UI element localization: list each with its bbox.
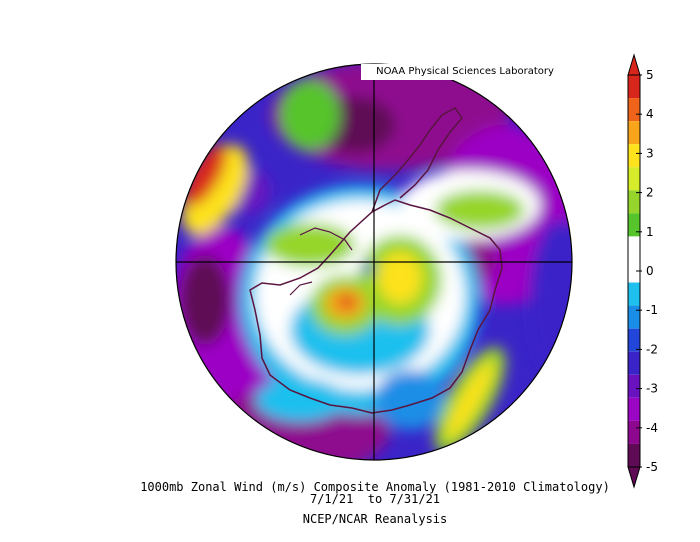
colorbar-tick-label: 2 bbox=[646, 186, 654, 200]
colorbar-segment bbox=[628, 75, 640, 99]
colorbar-tick-label: 0 bbox=[646, 264, 654, 278]
colorbar-tick-label: -1 bbox=[646, 303, 658, 317]
colorbar-tick-label: -4 bbox=[646, 421, 658, 435]
title-line2: 7/1/21 to 7/31/21 bbox=[309, 492, 441, 506]
colorbar: 5 4 3 2 1 0 -1 -2 -3 -4 -5 bbox=[627, 53, 658, 489]
peninsula-coastline bbox=[371, 107, 463, 213]
colorbar-segment bbox=[628, 305, 640, 329]
colorbar-tick-label: -2 bbox=[646, 342, 658, 356]
colorbar-tick-label: 1 bbox=[646, 225, 654, 239]
colorbar-segment bbox=[628, 282, 640, 306]
colorbar-segment bbox=[628, 443, 640, 467]
title-line3: NCEP/NCAR Reanalysis bbox=[302, 512, 448, 526]
colorbar-tick-label: -5 bbox=[646, 460, 658, 474]
colorbar-segment bbox=[628, 420, 640, 444]
colorbar-segment bbox=[628, 121, 640, 145]
colorbar-arrow-max bbox=[627, 53, 641, 76]
colorbar-segment bbox=[628, 213, 640, 237]
colorbar-segment bbox=[628, 374, 640, 398]
colorbar-segment bbox=[628, 98, 640, 122]
ice-shelf-coastline bbox=[289, 227, 353, 296]
colorbar-tick-label: -3 bbox=[646, 382, 658, 396]
colorbar-segment bbox=[628, 144, 640, 168]
colorbar-tick-label: 4 bbox=[646, 107, 654, 121]
colorbar-tick-label: 3 bbox=[646, 146, 654, 160]
colorbar-segment bbox=[628, 328, 640, 352]
colorbar-segment bbox=[628, 397, 640, 421]
title-line1: 1000mb Zonal Wind (m/s) Composite Anomal… bbox=[140, 480, 610, 494]
colorbar-segment bbox=[628, 351, 640, 375]
colorbar-segment bbox=[628, 167, 640, 191]
coastline bbox=[249, 199, 503, 414]
colorbar-tick-label: 5 bbox=[646, 68, 654, 82]
credit-label: NOAA Physical Sciences Laboratory bbox=[361, 64, 569, 80]
colorbar-segment bbox=[628, 190, 640, 214]
colorbar-segment bbox=[628, 236, 640, 260]
colorbar-segment bbox=[628, 259, 640, 283]
